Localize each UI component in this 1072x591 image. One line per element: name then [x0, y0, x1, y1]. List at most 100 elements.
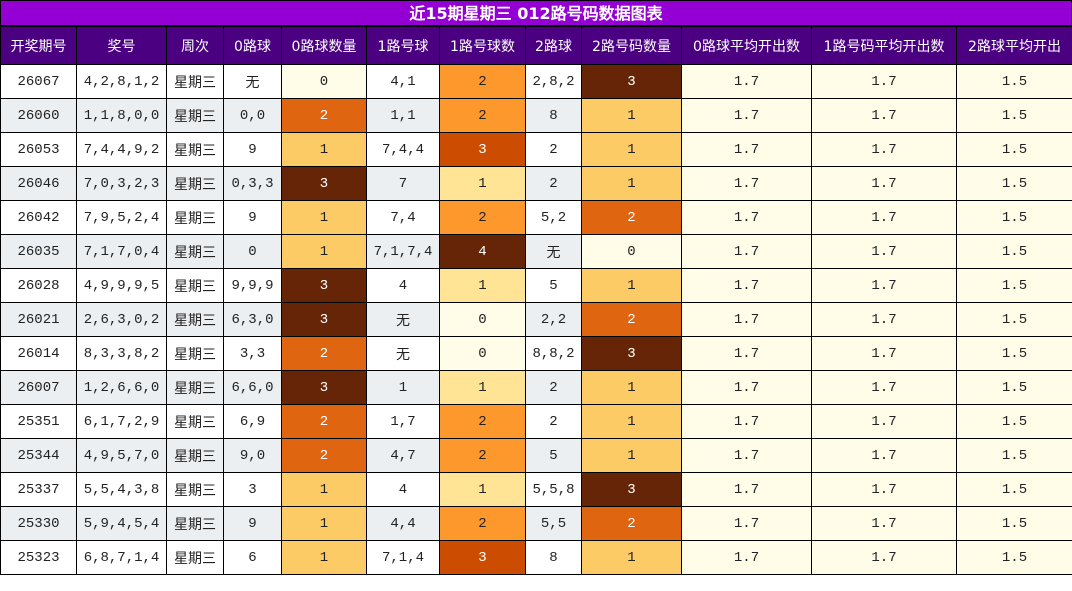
page-title: 近15期星期三 012路号码数据图表 [0, 0, 1072, 26]
route0-balls-cell: 无 [223, 64, 282, 99]
route1-avg-cell: 1.7 [811, 64, 957, 99]
route2-balls-cell: 2,8,2 [525, 64, 582, 99]
route2-balls-cell: 2 [525, 132, 582, 167]
header-route0-balls: 0路球 [223, 26, 282, 65]
route2-count-cell: 3 [581, 472, 682, 507]
route0-count-cell: 0 [281, 64, 367, 99]
route0-avg-cell: 1.7 [681, 268, 812, 303]
route1-balls-cell: 4 [366, 268, 440, 303]
weekday-cell: 星期三 [166, 98, 224, 133]
route2-avg-cell: 1.5 [956, 438, 1072, 473]
table-row: 25344 4,9,5,7,0 星期三 9,0 2 4,7 2 5 1 1.7 1.7 1.5 [0, 438, 1072, 473]
numbers-cell: 7,1,7,0,4 [76, 234, 167, 269]
route1-count-cell: 2 [439, 506, 526, 541]
route2-avg-cell: 1.5 [956, 302, 1072, 337]
numbers-cell: 8,3,3,8,2 [76, 336, 167, 371]
route1-balls-cell: 7,1,7,4 [366, 234, 440, 269]
route1-avg-cell: 1.7 [811, 132, 957, 167]
route1-balls-cell: 4 [366, 472, 440, 507]
route0-count-cell: 1 [281, 540, 367, 575]
issue-cell: 26042 [0, 200, 77, 235]
header-route0-count: 0路球数量 [281, 26, 367, 65]
route1-avg-cell: 1.7 [811, 234, 957, 269]
weekday-cell: 星期三 [166, 370, 224, 405]
route0-balls-cell: 9 [223, 200, 282, 235]
route1-avg-cell: 1.7 [811, 506, 957, 541]
issue-cell: 25323 [0, 540, 77, 575]
route2-balls-cell: 2 [525, 166, 582, 201]
header-route2-balls: 2路球 [525, 26, 582, 65]
numbers-cell: 7,9,5,2,4 [76, 200, 167, 235]
route1-avg-cell: 1.7 [811, 336, 957, 371]
route2-count-cell: 3 [581, 336, 682, 371]
route1-avg-cell: 1.7 [811, 370, 957, 405]
issue-cell: 26053 [0, 132, 77, 167]
table-row: 25323 6,8,7,1,4 星期三 6 1 7,1,4 3 8 1 1.7 1.7 1.5 [0, 540, 1072, 575]
route0-count-cell: 3 [281, 166, 367, 201]
route1-count-cell: 1 [439, 166, 526, 201]
numbers-cell: 6,8,7,1,4 [76, 540, 167, 575]
route0-avg-cell: 1.7 [681, 234, 812, 269]
route0-count-cell: 1 [281, 132, 367, 167]
route2-balls-cell: 8 [525, 540, 582, 575]
issue-cell: 26021 [0, 302, 77, 337]
route2-avg-cell: 1.5 [956, 268, 1072, 303]
route0-avg-cell: 1.7 [681, 438, 812, 473]
route1-balls-cell: 4,4 [366, 506, 440, 541]
table-row: 26007 1,2,6,6,0 星期三 6,6,0 3 1 1 2 1 1.7 1.7 1.5 [0, 370, 1072, 405]
weekday-cell: 星期三 [166, 64, 224, 99]
route1-avg-cell: 1.7 [811, 404, 957, 439]
route2-count-cell: 1 [581, 370, 682, 405]
route2-balls-cell: 2,2 [525, 302, 582, 337]
route1-count-cell: 0 [439, 336, 526, 371]
route0-balls-cell: 9,9,9 [223, 268, 282, 303]
numbers-cell: 4,2,8,1,2 [76, 64, 167, 99]
weekday-cell: 星期三 [166, 234, 224, 269]
numbers-cell: 2,6,3,0,2 [76, 302, 167, 337]
route2-count-cell: 2 [581, 506, 682, 541]
route0-balls-cell: 3 [223, 472, 282, 507]
route2-avg-cell: 1.5 [956, 472, 1072, 507]
table-row: 26021 2,6,3,0,2 星期三 6,3,0 3 无 0 2,2 2 1.7 1.7 1.5 [0, 302, 1072, 337]
header-route1-balls: 1路号球 [366, 26, 440, 65]
route1-avg-cell: 1.7 [811, 302, 957, 337]
route0-balls-cell: 0,3,3 [223, 166, 282, 201]
route0-balls-cell: 9 [223, 506, 282, 541]
route1-balls-cell: 1 [366, 370, 440, 405]
numbers-cell: 1,1,8,0,0 [76, 98, 167, 133]
route2-balls-cell: 5 [525, 268, 582, 303]
route2-avg-cell: 1.5 [956, 404, 1072, 439]
route1-count-cell: 1 [439, 472, 526, 507]
route2-avg-cell: 1.5 [956, 64, 1072, 99]
route1-balls-cell: 4,1 [366, 64, 440, 99]
route1-avg-cell: 1.7 [811, 98, 957, 133]
table-row: 26028 4,9,9,9,5 星期三 9,9,9 3 4 1 5 1 1.7 1.7 1.5 [0, 268, 1072, 303]
route1-avg-cell: 1.7 [811, 438, 957, 473]
route2-avg-cell: 1.5 [956, 336, 1072, 371]
route1-count-cell: 2 [439, 98, 526, 133]
route0-count-cell: 1 [281, 472, 367, 507]
header-issue: 开奖期号 [0, 26, 77, 65]
table-row: 26042 7,9,5,2,4 星期三 9 1 7,4 2 5,2 2 1.7 1.7 1.5 [0, 200, 1072, 235]
data-table: 开奖期号 奖号 周次 0路球 0路球数量 1路号球 1路号球数 2路球 2路号码… [0, 26, 1072, 575]
route2-count-cell: 0 [581, 234, 682, 269]
route0-balls-cell: 6,3,0 [223, 302, 282, 337]
route0-avg-cell: 1.7 [681, 302, 812, 337]
route2-count-cell: 1 [581, 404, 682, 439]
route2-count-cell: 2 [581, 302, 682, 337]
route2-avg-cell: 1.5 [956, 540, 1072, 575]
route1-count-cell: 2 [439, 64, 526, 99]
route1-balls-cell: 1,1 [366, 98, 440, 133]
issue-cell: 25344 [0, 438, 77, 473]
route2-balls-cell: 5,5 [525, 506, 582, 541]
route2-balls-cell: 5,2 [525, 200, 582, 235]
issue-cell: 25337 [0, 472, 77, 507]
header-row: 开奖期号 奖号 周次 0路球 0路球数量 1路号球 1路号球数 2路球 2路号码… [0, 26, 1072, 65]
route0-count-cell: 1 [281, 234, 367, 269]
route2-avg-cell: 1.5 [956, 370, 1072, 405]
route2-balls-cell: 8,8,2 [525, 336, 582, 371]
route2-balls-cell: 2 [525, 370, 582, 405]
weekday-cell: 星期三 [166, 506, 224, 541]
issue-cell: 26060 [0, 98, 77, 133]
route1-balls-cell: 无 [366, 302, 440, 337]
